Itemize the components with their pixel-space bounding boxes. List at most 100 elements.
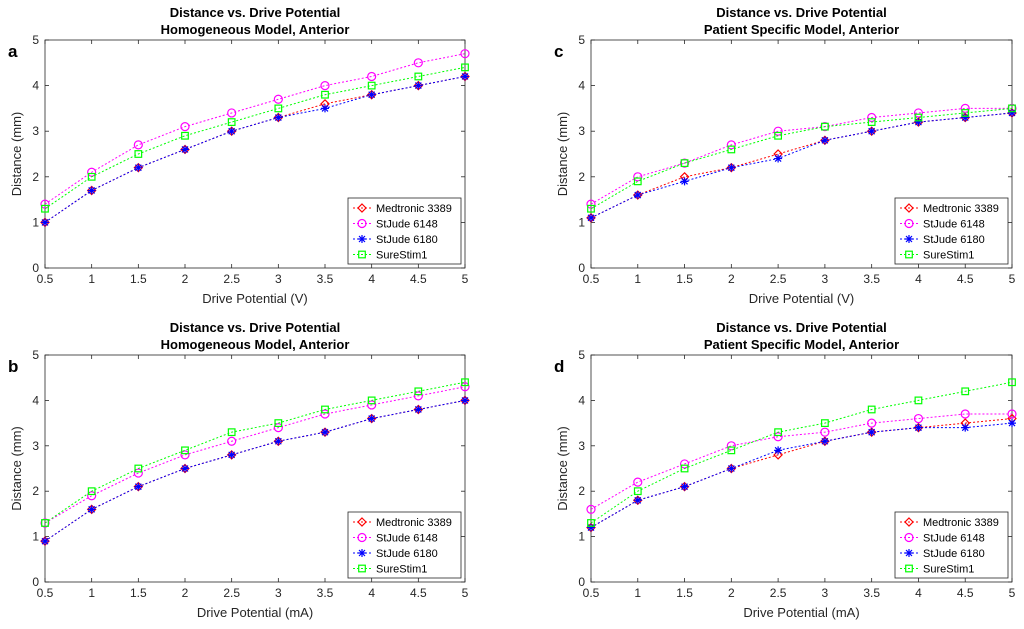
data-point-3 xyxy=(321,405,329,414)
y-tick-label: 5 xyxy=(578,348,585,362)
data-point-3 xyxy=(774,131,783,140)
data-point-3 xyxy=(633,177,642,186)
data-point-2 xyxy=(867,428,876,437)
y-tick-label: 5 xyxy=(578,33,585,47)
legend-entry: SureStim1 xyxy=(923,564,974,576)
data-point-3 xyxy=(134,464,143,473)
x-tick-label: 4 xyxy=(368,586,375,600)
legend-entry: Medtronic 3389 xyxy=(923,517,999,529)
y-tick-label: 1 xyxy=(32,215,39,229)
legend-marker xyxy=(357,203,367,213)
x-tick-label: 4.5 xyxy=(957,272,974,286)
y-axis-label: Distance (mm) xyxy=(9,112,24,197)
data-point-1 xyxy=(773,126,783,136)
legend-marker xyxy=(358,235,366,243)
data-point-1 xyxy=(133,140,143,150)
data-point-3 xyxy=(41,204,49,213)
x-axis-label: Drive Potential (mA) xyxy=(197,605,313,620)
data-point-1 xyxy=(180,122,190,132)
data-point-1 xyxy=(40,518,50,528)
data-point-2 xyxy=(367,414,376,423)
data-point-3 xyxy=(367,396,376,405)
legend-entry: Medtronic 3389 xyxy=(376,203,452,215)
data-point-3 xyxy=(181,446,189,455)
x-tick-label: 3.5 xyxy=(317,586,334,600)
x-axis-label: Drive Potential (V) xyxy=(202,291,307,306)
data-point-1 xyxy=(320,409,330,419)
data-point-1 xyxy=(867,112,877,123)
legend: Medtronic 3389 StJude 6148 StJude 6180 Sure… xyxy=(894,197,1009,265)
data-point-3 xyxy=(914,113,923,122)
data-point-1 xyxy=(273,423,283,433)
chart-subtitle: Homogeneous Model, Anterior xyxy=(161,22,350,37)
y-tick-label: 0 xyxy=(32,261,39,275)
series-line-3 xyxy=(44,381,466,524)
series-line-1 xyxy=(44,386,466,524)
legend-entry: StJude 6180 xyxy=(376,548,438,560)
data-point-3 xyxy=(820,122,829,131)
data-point-2 xyxy=(274,113,283,122)
panel-letter: c xyxy=(554,42,563,61)
x-tick-label: 0.5 xyxy=(37,272,54,286)
x-tick-label: 3.5 xyxy=(863,586,880,600)
y-tick-label: 1 xyxy=(578,530,585,544)
data-point-1 xyxy=(320,80,330,91)
legend-entry: SureStim1 xyxy=(376,564,427,576)
y-tick-label: 1 xyxy=(32,530,39,544)
x-tick-label: 3.5 xyxy=(863,272,880,286)
data-point-3 xyxy=(727,145,736,154)
legend-entry: StJude 6148 xyxy=(923,219,985,231)
y-tick-label: 3 xyxy=(578,124,585,138)
legend-marker xyxy=(905,564,913,573)
data-point-2 xyxy=(367,90,376,99)
legend-entry: StJude 6148 xyxy=(376,219,438,231)
data-point-2 xyxy=(774,154,783,163)
legend-marker xyxy=(904,532,914,543)
x-tick-label: 4 xyxy=(915,586,922,600)
y-tick-label: 4 xyxy=(32,393,39,407)
data-point-2 xyxy=(820,136,829,145)
data-point-2 xyxy=(134,163,143,172)
data-point-2 xyxy=(461,72,469,81)
data-point-2 xyxy=(727,163,736,172)
data-point-3 xyxy=(87,487,96,496)
y-tick-label: 3 xyxy=(32,439,39,453)
series-line-0 xyxy=(590,112,1013,219)
data-point-2 xyxy=(134,482,143,491)
series-line-2 xyxy=(44,75,466,223)
x-tick-label: 1 xyxy=(634,272,641,286)
data-point-1 xyxy=(273,94,283,104)
data-point-2 xyxy=(774,446,783,455)
x-tick-label: 2 xyxy=(182,272,189,286)
data-point-3 xyxy=(820,419,829,427)
data-point-2 xyxy=(321,104,329,113)
legend-entry: SureStim1 xyxy=(376,250,427,262)
chart-title: Distance vs. Drive Potential xyxy=(716,5,887,20)
chart-panel-d: Distance vs. Drive Potential Patient Spec… xyxy=(554,320,1017,620)
x-tick-label: 2.5 xyxy=(770,272,787,286)
data-point-2 xyxy=(227,127,236,136)
x-tick-label: 1.5 xyxy=(676,586,693,600)
data-point-2 xyxy=(461,396,469,405)
y-tick-label: 2 xyxy=(578,170,585,184)
legend: Medtronic 3389 StJude 6148 StJude 6180 Sure… xyxy=(347,197,462,265)
data-point-3 xyxy=(867,118,876,126)
x-tick-label: 4.5 xyxy=(410,272,427,286)
data-point-2 xyxy=(914,118,923,127)
y-tick-label: 5 xyxy=(32,33,39,47)
legend-marker xyxy=(357,218,367,229)
y-tick-label: 2 xyxy=(578,484,585,498)
data-point-3 xyxy=(461,63,469,72)
chart-subtitle: Patient Specific Model, Anterior xyxy=(704,337,899,352)
x-tick-label: 4.5 xyxy=(957,586,974,600)
y-tick-label: 4 xyxy=(578,393,585,407)
series-line-3 xyxy=(590,107,1013,210)
y-axis-label: Distance (mm) xyxy=(9,426,24,511)
x-tick-label: 0.5 xyxy=(583,586,600,600)
data-point-1 xyxy=(913,413,924,424)
data-point-3 xyxy=(274,419,283,427)
data-point-1 xyxy=(460,49,470,59)
legend-marker xyxy=(358,250,366,259)
x-tick-label: 0.5 xyxy=(37,586,54,600)
legend-box xyxy=(347,197,462,265)
